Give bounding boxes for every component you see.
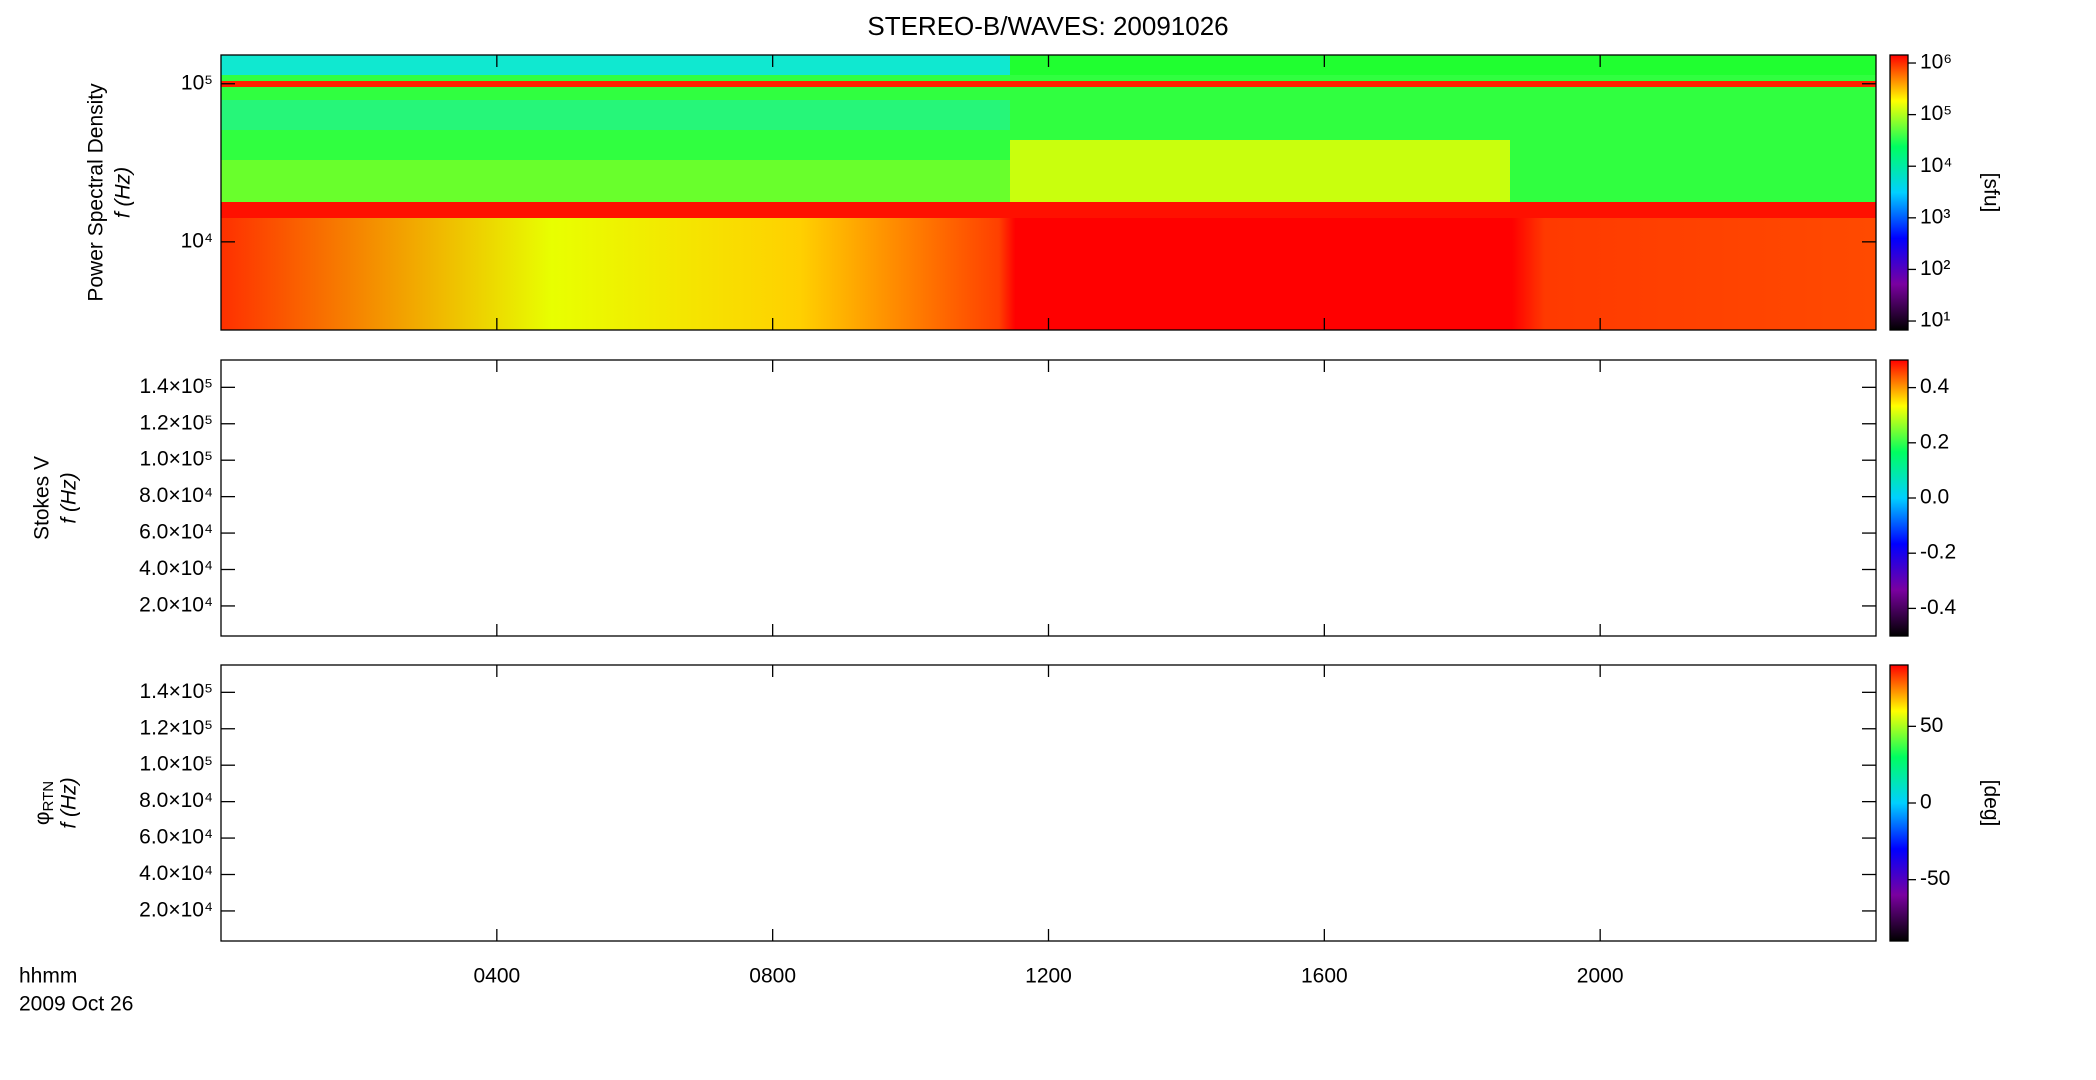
y-tick-label: 1.0×10⁵	[139, 448, 213, 471]
x-tick-label: 1600	[1301, 965, 1348, 988]
colorbar	[1889, 359, 1909, 637]
y-axis-label: f (Hz)	[112, 167, 135, 218]
plot-frame	[220, 664, 1877, 942]
y-axis-label: f (Hz)	[58, 777, 81, 828]
y-tick-label: 2.0×10⁴	[139, 898, 213, 921]
x-tick-label: 1200	[1025, 965, 1072, 988]
spectrogram-image	[221, 55, 1876, 330]
y-axis-label: Stokes V	[31, 456, 54, 540]
x-tick-label: 2000	[1577, 965, 1624, 988]
y-tick-label: 8.0×10⁴	[139, 789, 213, 812]
chart-title: STEREO-B/WAVES: 20091026	[867, 11, 1228, 41]
y-tick-label: 4.0×10⁴	[139, 557, 213, 580]
colorbar-tick-label: 0	[1920, 791, 1932, 814]
colorbar-tick-label: 10³	[1920, 205, 1950, 228]
colorbar-label: [deg]	[1979, 780, 2002, 827]
colorbar-tick-label: 10⁴	[1920, 154, 1952, 177]
colorbar-tick-label: -50	[1920, 867, 1950, 890]
colorbar	[1889, 54, 1909, 331]
colorbar-label: [sfu]	[1979, 173, 2002, 213]
colorbar-tick-label: 50	[1920, 714, 1943, 737]
y-tick-label: 1.2×10⁵	[139, 716, 213, 739]
y-axis-symbol: φ	[31, 811, 54, 825]
x-tick-label: 0800	[749, 965, 796, 988]
y-axis-label: Power Spectral Density	[85, 83, 108, 302]
y-tick-label: 2.0×10⁴	[139, 593, 213, 616]
date-label: 2009 Oct 26	[19, 993, 133, 1016]
colorbar	[1889, 664, 1909, 942]
y-tick-label: 1.2×10⁵	[139, 411, 213, 434]
y-axis-subscript: RTN	[40, 781, 57, 812]
colorbar-tick-label: 10⁶	[1920, 51, 1952, 74]
colorbar-tick-label: -0.4	[1920, 596, 1957, 619]
colorbar-tick-label: -0.2	[1920, 541, 1956, 564]
y-tick-label: 10⁴	[181, 229, 213, 252]
colorbar-tick-label: 10¹	[1920, 309, 1950, 332]
time-label: hhmm	[19, 965, 77, 988]
x-tick-label: 0400	[473, 965, 520, 988]
colorbar-tick-label: 0.4	[1920, 375, 1950, 398]
y-tick-label: 8.0×10⁴	[139, 484, 213, 507]
y-axis-label: φRTN	[31, 781, 57, 825]
y-tick-label: 4.0×10⁴	[139, 862, 213, 885]
y-axis-label: f (Hz)	[58, 472, 81, 523]
colorbar-tick-label: 0.0	[1920, 486, 1949, 509]
y-tick-label: 10⁵	[181, 71, 213, 94]
y-tick-label: 1.4×10⁵	[139, 375, 213, 398]
y-tick-label: 1.0×10⁵	[139, 753, 213, 776]
plot-frame	[220, 359, 1877, 637]
y-tick-label: 1.4×10⁵	[139, 680, 213, 703]
colorbar-tick-label: 10²	[1920, 257, 1950, 280]
colorbar-tick-label: 10⁵	[1920, 102, 1952, 125]
y-tick-label: 6.0×10⁴	[139, 826, 213, 849]
y-tick-label: 6.0×10⁴	[139, 521, 213, 544]
colorbar-tick-label: 0.2	[1920, 430, 1949, 453]
